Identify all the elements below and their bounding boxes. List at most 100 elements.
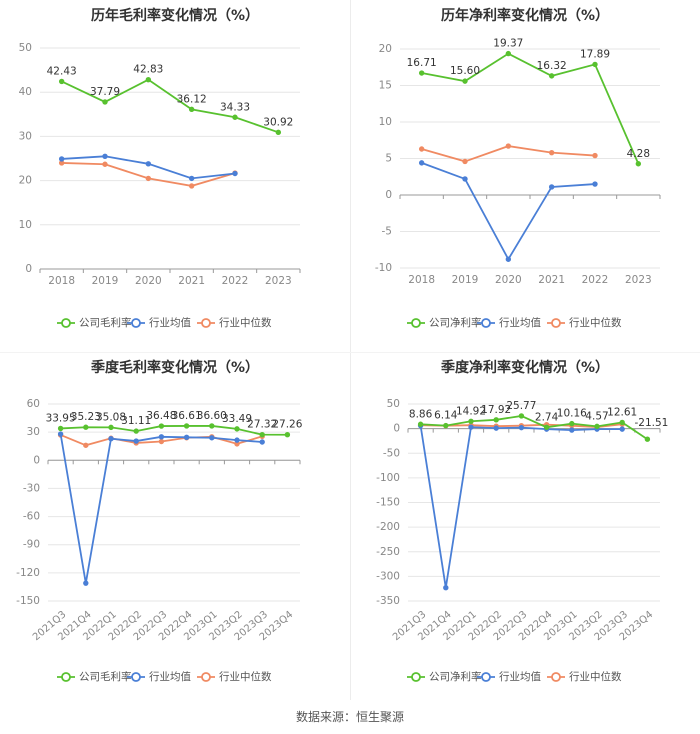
legend-item-company: 公司净利率 (407, 670, 482, 683)
y-tick-label: 0 (25, 263, 32, 275)
data-point-industry-average (443, 585, 449, 591)
data-point-industry-average (493, 425, 499, 431)
legend-label: 行业中位数 (569, 670, 622, 683)
data-point-industry-median (83, 442, 89, 448)
chart-title: 季度净利率变化情况（%） (440, 359, 609, 376)
data-label: 6.14 (434, 410, 458, 422)
y-tick-label: 0 (385, 189, 392, 201)
data-point-company (83, 424, 89, 430)
legend-item-industry-average: 行业均值 (127, 316, 191, 329)
data-label: -21.51 (634, 417, 668, 429)
data-point-company (417, 421, 424, 427)
quarterly-net-margin-chart: 季度净利率变化情况（%） -350 -300 -250 -200 -150 -100 -50 0… (376, 359, 668, 683)
x-tick-label: 2021 (178, 275, 205, 287)
data-point-company (594, 423, 600, 430)
x-tick-label: 2018 (408, 274, 435, 286)
data-point-industry-average (209, 435, 215, 441)
series-line-company (420, 415, 648, 440)
data-point-company (188, 106, 195, 113)
y-tick-label: -150 (376, 497, 400, 509)
data-label: 2.74 (535, 411, 559, 423)
data-label: 31.11 (121, 415, 151, 427)
data-point-industry-average (592, 181, 598, 187)
y-tick-label: 5 (385, 153, 392, 165)
data-point-industry-average (133, 438, 139, 444)
y-tick-label: 10 (19, 219, 32, 231)
x-tick-label: 2019 (92, 275, 119, 287)
data-point-industry-average (468, 424, 474, 430)
data-label: 4.57 (585, 410, 608, 422)
data-point-industry-average (102, 153, 108, 159)
chart-title: 历年净利率变化情况（%） (441, 7, 609, 24)
x-tick-label: 2022 (582, 274, 609, 286)
series-line-company (60, 425, 288, 436)
series-line-industry-average (61, 155, 236, 180)
vertical-divider (350, 0, 351, 700)
horizontal-divider (0, 352, 700, 353)
series-line-industry-average (59, 433, 263, 584)
data-point-industry-average (145, 161, 152, 167)
data-point-company (259, 431, 265, 438)
data-point-industry-average (259, 439, 265, 445)
legend-label: 行业中位数 (219, 316, 272, 329)
legend-item-industry-median: 行业中位数 (547, 316, 622, 329)
data-label: 42.83 (133, 64, 163, 76)
data-label: 14.92 (456, 405, 486, 417)
data-point-company (569, 420, 575, 427)
legend-item-industry-average: 行业均值 (477, 670, 541, 683)
legend-item-company: 公司毛利率 (57, 316, 132, 329)
legend-label: 行业均值 (149, 670, 191, 683)
legend-item-industry-median: 行业中位数 (197, 670, 272, 683)
data-label: 19.37 (493, 38, 523, 50)
data-label: 17.89 (580, 48, 610, 60)
data-label: 16.32 (537, 60, 567, 72)
y-tick-label: 30 (19, 130, 32, 142)
y-tick-label: -120 (16, 567, 40, 579)
data-label: 27.26 (272, 419, 302, 431)
data-point-industry-average (108, 436, 114, 442)
y-tick-label: 0 (33, 454, 40, 466)
data-point-company (158, 423, 165, 429)
data-point-industry-average (569, 427, 575, 433)
legend-label: 行业均值 (149, 316, 191, 329)
y-tick-label: 20 (379, 43, 392, 55)
data-point-company (183, 423, 190, 429)
y-tick-label: 20 (19, 175, 32, 187)
data-point-company (635, 161, 642, 167)
data-point-industry-average (158, 434, 165, 440)
data-label: 10.16 (557, 408, 587, 420)
data-point-company (505, 50, 512, 57)
legend-marker-industry-median (551, 672, 561, 682)
legend-item-industry-average: 行业均值 (477, 316, 541, 329)
data-source-note: 数据来源：恒生聚源 (295, 710, 404, 724)
legend-marker-industry-average (131, 672, 141, 682)
data-label: 4.28 (627, 148, 650, 160)
y-tick-label: -90 (23, 539, 40, 551)
legend-marker-industry-average (481, 318, 491, 328)
legend-label: 行业均值 (499, 670, 541, 683)
data-point-company (145, 76, 152, 83)
annual-gross-margin-chart: 历年毛利率变化情况（%） 0 10 20 30 40 50 2018 2019 2020 2021 2… (19, 7, 301, 329)
data-label: 36.60 (197, 410, 227, 422)
data-point-company (108, 424, 114, 431)
data-point-industry-median (548, 149, 555, 156)
y-tick-label: 60 (27, 398, 40, 410)
data-point-company (234, 426, 240, 432)
data-point-industry-median (592, 152, 598, 159)
data-point-industry-median (145, 175, 152, 182)
y-tick-label: 0 (393, 423, 400, 435)
series-line-industry-average (419, 425, 623, 588)
series-line-company (421, 52, 640, 165)
data-point-industry-median (418, 146, 425, 152)
x-tick-label: 2021 (538, 274, 565, 286)
x-tick-label: 2023 (625, 274, 652, 286)
data-point-company (275, 129, 282, 136)
data-label: 37.79 (90, 86, 120, 98)
data-point-company (57, 425, 64, 432)
legend-item-company: 公司毛利率 (57, 670, 132, 683)
data-point-industry-median (462, 158, 468, 165)
data-point-industry-median (505, 143, 512, 149)
data-point-industry-average (619, 426, 625, 432)
data-point-company (462, 78, 468, 84)
